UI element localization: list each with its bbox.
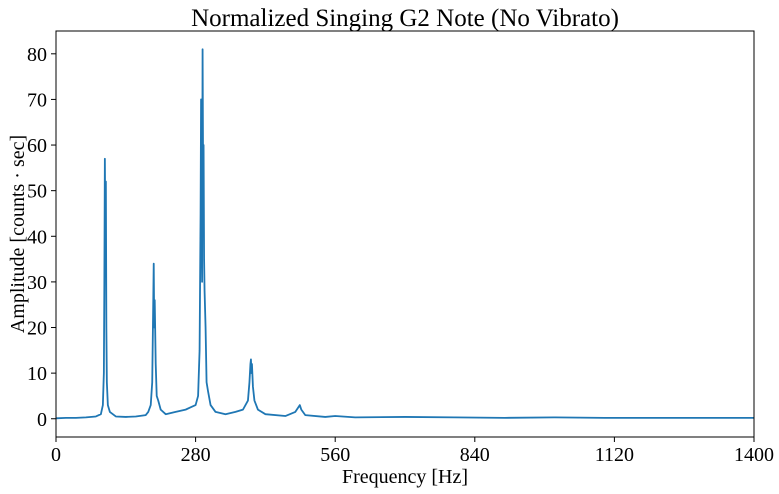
x-tick-label: 280 [181,444,211,466]
y-tick-label: 20 [27,318,47,340]
x-tick-label: 1120 [595,444,634,466]
y-tick-label: 40 [27,226,47,248]
y-tick-label: 10 [27,363,47,385]
chart-title: Normalized Singing G2 Note (No Vibrato) [191,5,619,32]
y-tick-label: 80 [27,44,47,66]
x-tick-label: 1400 [734,444,774,466]
y-tick-label: 50 [27,181,47,203]
x-tick-label: 0 [51,444,61,466]
line-series [55,48,754,420]
y-tick-label: 70 [27,89,47,111]
x-axis-label: Frequency [Hz] [342,466,468,488]
x-tick-label: 560 [320,444,350,466]
plot-frame [55,30,755,438]
y-tick-label: 30 [27,272,47,294]
y-axis-label: Amplitude [counts · sec] [7,135,29,333]
x-tick-label: 840 [460,444,490,466]
y-tick-label: 60 [27,135,47,157]
y-tick-label: 0 [37,409,47,431]
